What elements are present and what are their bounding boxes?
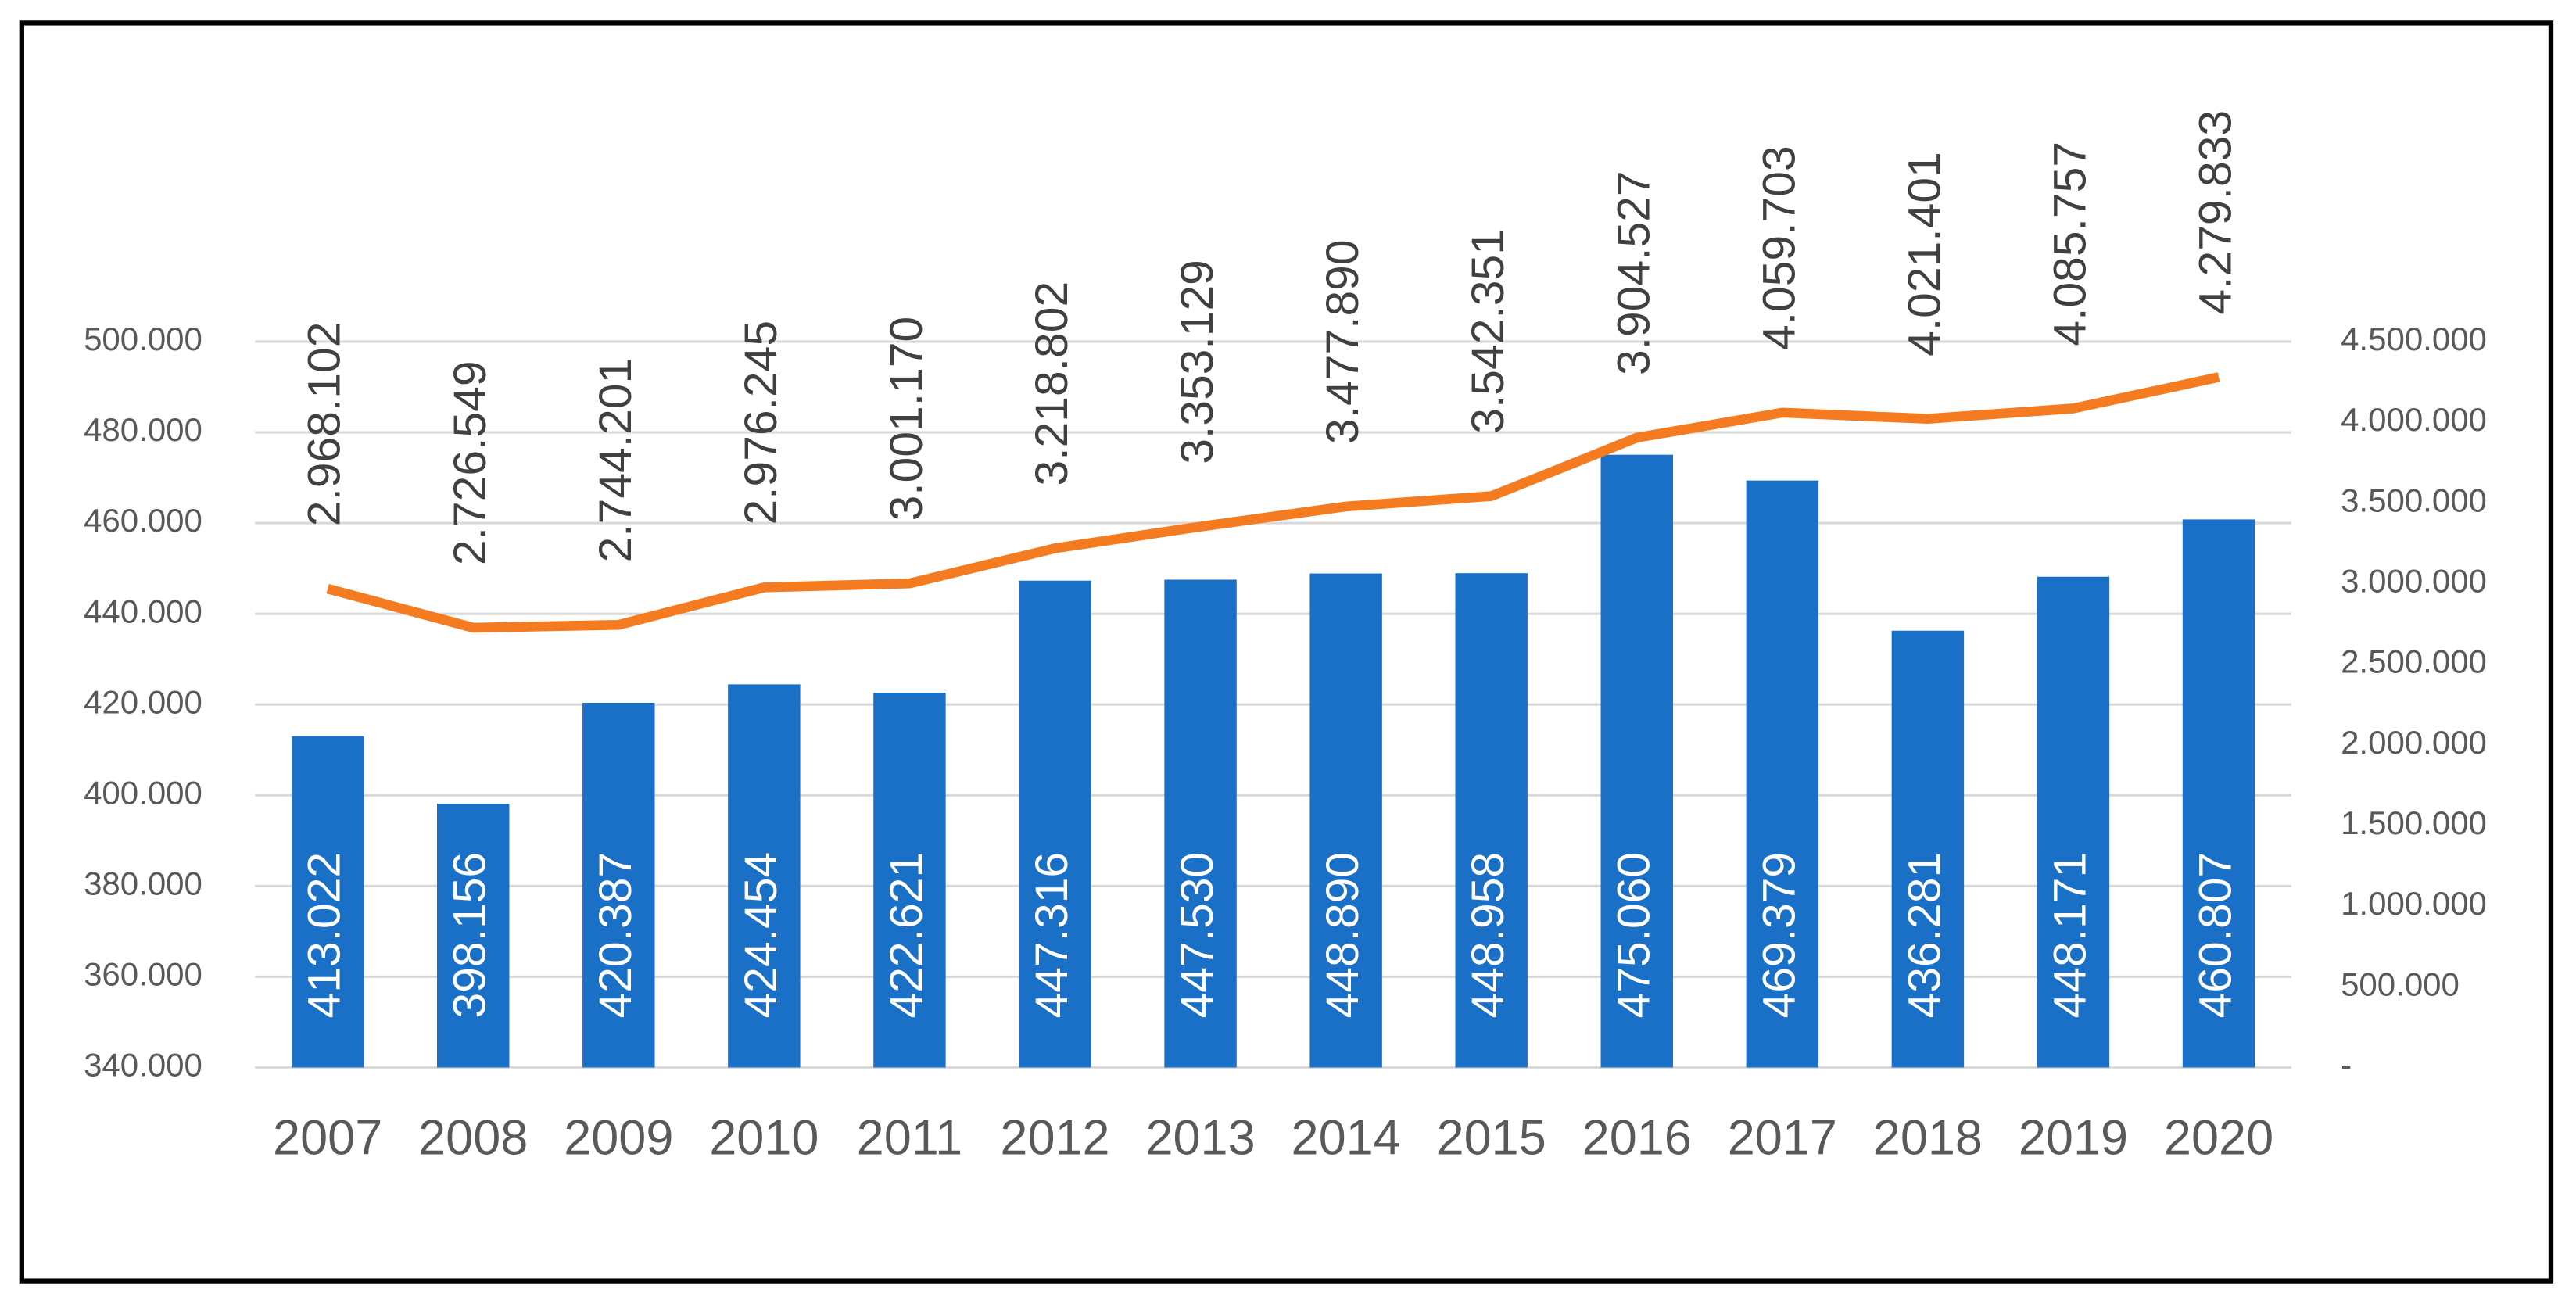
y2-tick-label: 3.000.000 [2341,563,2487,600]
y-tick-label: 440.000 [84,593,202,629]
line-value-label: 2.976.245 [736,321,786,525]
x-tick-label: 2011 [857,1111,963,1166]
bar-value-label: 469.379 [1754,852,1804,1019]
bar-value-label: 420.387 [590,852,641,1019]
bar-value-label: 398.156 [445,852,496,1019]
y-tick-label: 360.000 [84,956,202,993]
bar [2037,576,2110,1068]
y2-tick-label: 2.500.000 [2341,643,2487,680]
bar [1746,480,1819,1068]
line-value-label: 3.477.890 [1317,239,1368,444]
bar-value-label: 424.454 [736,852,786,1019]
x-tick-label: 2020 [2164,1111,2273,1166]
line-value-label: 3.001.170 [881,317,932,521]
bar [1600,454,1673,1068]
line-value-label: 4.085.757 [2044,142,2095,346]
bar-value-label: 475.060 [1608,852,1659,1019]
bar [728,684,801,1068]
y-tick-label: 480.000 [84,411,202,448]
y2-tick-label: 3.500.000 [2341,482,2487,518]
bar [873,693,946,1068]
x-tick-label: 2016 [1582,1111,1692,1166]
line-value-label: 4.021.401 [1899,152,1950,356]
bar [1019,580,1091,1068]
y2-tick-label: 1.500.000 [2341,804,2487,841]
y2-tick-label: - [2341,1047,2352,1084]
bar-value-label: 436.281 [1899,852,1950,1019]
line-value-label: 3.353.129 [1172,260,1223,464]
bar-value-label: 460.807 [2191,852,2241,1019]
line-value-label: 3.904.527 [1608,170,1659,375]
line-value-label: 2.726.549 [445,360,496,565]
bar-value-label: 413.022 [299,852,350,1019]
y-tick-label: 500.000 [84,321,202,357]
x-tick-label: 2013 [1145,1111,1255,1166]
x-tick-label: 2019 [2019,1111,2128,1166]
x-tick-label: 2015 [1437,1111,1546,1166]
x-tick-label: 2012 [1000,1111,1109,1166]
bar-value-label: 447.530 [1172,852,1223,1019]
x-tick-label: 2018 [1873,1111,1983,1166]
frame [19,20,2554,1284]
line-value-label: 3.542.351 [1463,229,1514,434]
bar [291,736,364,1068]
bar [437,803,510,1068]
y2-tick-label: 2.000.000 [2341,724,2487,761]
y-tick-label: 460.000 [84,502,202,539]
line-value-label: 2.968.102 [299,322,350,527]
y-tick-label: 420.000 [84,683,202,720]
y2-tick-label: 1.000.000 [2341,885,2487,922]
bar [2182,519,2255,1068]
bar [1309,573,1382,1068]
x-tick-label: 2017 [1728,1111,1837,1166]
bar-value-label: 448.890 [1317,852,1368,1019]
bar-value-label: 448.171 [2044,852,2095,1019]
line-value-label: 3.218.802 [1026,281,1077,486]
y2-tick-label: 4.500.000 [2341,321,2487,357]
y2-tick-label: 500.000 [2341,965,2460,1002]
x-tick-label: 2010 [709,1111,819,1166]
x-tick-label: 2014 [1292,1111,1401,1166]
x-tick-label: 2009 [564,1111,673,1166]
y-tick-label: 400.000 [84,774,202,811]
x-tick-label: 2007 [273,1111,382,1166]
line-value-label: 4.059.703 [1754,145,1804,350]
y-tick-label: 340.000 [84,1047,202,1084]
line-value-label: 2.744.201 [590,358,641,563]
bar [1891,630,1965,1068]
x-tick-label: 2008 [418,1111,528,1166]
bar-value-label: 447.316 [1026,852,1077,1019]
bar [1455,573,1528,1068]
y2-tick-label: 4.000.000 [2341,401,2487,438]
y-tick-label: 380.000 [84,865,202,901]
bar-value-label: 448.958 [1463,852,1514,1019]
line [326,372,2220,633]
bar [582,702,655,1068]
bar [1164,579,1237,1068]
line-value-label: 4.279.833 [2191,110,2241,315]
bar-value-label: 422.621 [881,852,932,1019]
